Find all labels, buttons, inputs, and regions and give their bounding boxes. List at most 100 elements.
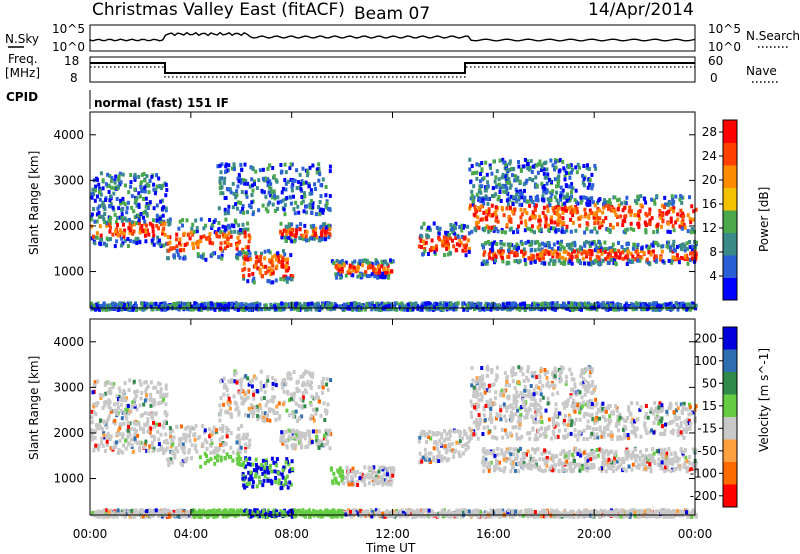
heatmap-cell (591, 183, 595, 188)
heatmap-cell (305, 238, 308, 243)
heatmap-cell (269, 193, 273, 198)
heatmap-cell (150, 434, 154, 439)
heatmap-cell (541, 185, 545, 190)
heatmap-cell (482, 245, 485, 250)
heatmap-cell (618, 251, 622, 256)
heatmap-cell (567, 418, 571, 423)
heatmap-cell (458, 438, 462, 443)
heatmap-cell (502, 404, 506, 409)
heatmap-cell (260, 463, 264, 467)
heatmap-cell (556, 183, 560, 188)
heatmap-cell (538, 257, 542, 262)
heatmap-cell (573, 421, 576, 426)
colorbar-segment (723, 277, 737, 301)
heatmap-cell (651, 243, 655, 248)
heatmap-cell (251, 484, 255, 489)
heatmap-cell (164, 448, 168, 453)
heatmap-cell (240, 250, 243, 255)
colorbar-segment (723, 165, 737, 188)
heatmap-cell (629, 221, 633, 226)
heatmap-cell (126, 237, 130, 241)
heatmap-cell (167, 463, 171, 467)
heatmap-cell (269, 260, 273, 265)
heatmap-cell (537, 247, 541, 252)
heatmap-cell (478, 163, 482, 168)
heatmap-cell (300, 179, 304, 184)
heatmap-cell (566, 423, 570, 428)
heatmap-cell (692, 209, 696, 214)
heatmap-cell (512, 246, 516, 251)
heatmap-cell (239, 228, 242, 232)
heatmap-cell (266, 469, 270, 474)
heatmap-cell (546, 302, 550, 307)
heatmap-cell (295, 228, 299, 232)
heatmap-cell (414, 301, 418, 306)
y-tick-label: 2000 (53, 219, 84, 233)
heatmap-cell (688, 307, 692, 312)
heatmap-cell (496, 249, 500, 254)
heatmap-cell (355, 480, 359, 485)
heatmap-cell (653, 240, 657, 245)
heatmap-cell (533, 203, 537, 208)
heatmap-cell (133, 177, 137, 182)
heatmap-cell (688, 195, 691, 200)
heatmap-cell (588, 248, 592, 253)
heatmap-cell (556, 159, 560, 163)
heatmap-cell (307, 440, 311, 445)
heatmap-cell (284, 239, 288, 243)
heatmap-cell (540, 165, 544, 170)
heatmap-cell (184, 436, 188, 441)
heatmap-cell (213, 455, 217, 460)
power-x-axis (89, 112, 696, 308)
heatmap-cell (575, 206, 579, 211)
heatmap-cell (550, 247, 554, 251)
heatmap-cell (493, 240, 497, 245)
heatmap-cell (221, 191, 225, 196)
heatmap-cell (222, 230, 226, 234)
heatmap-cell (145, 202, 149, 206)
heatmap-cell (101, 178, 105, 183)
heatmap-cell (351, 469, 355, 474)
heatmap-cell (161, 447, 165, 452)
heatmap-cell (575, 170, 579, 175)
heatmap-cell (302, 181, 306, 186)
heatmap-cell (613, 195, 617, 200)
heatmap-cell (504, 230, 507, 235)
heatmap-cell (201, 443, 205, 448)
heatmap-cell (432, 245, 436, 250)
heatmap-cell (172, 253, 176, 258)
heatmap-cell (241, 227, 245, 232)
heatmap-cell (132, 239, 136, 244)
heatmap-cell (395, 307, 399, 312)
heatmap-cell (133, 187, 137, 192)
heatmap-cell (363, 465, 367, 470)
heatmap-cell (144, 196, 148, 201)
heatmap-cell (328, 207, 332, 212)
heatmap-cell (377, 264, 381, 269)
heatmap-cell (671, 197, 675, 202)
heatmap-cell (463, 429, 467, 434)
heatmap-cell (94, 430, 98, 435)
heatmap-cell (235, 189, 239, 194)
heatmap-cell (649, 252, 653, 257)
heatmap-cell (539, 307, 543, 312)
heatmap-cell (373, 274, 377, 279)
heatmap-cell (107, 190, 111, 194)
heatmap-cell (105, 425, 109, 430)
heatmap-cell (590, 252, 594, 257)
heatmap-cell (580, 251, 584, 256)
heatmap-cell (494, 218, 498, 223)
heatmap-cell (686, 229, 690, 234)
heatmap-cell (567, 163, 571, 168)
heatmap-cell (250, 200, 254, 205)
heatmap-cell (132, 229, 136, 234)
heatmap-cell (113, 421, 117, 426)
heatmap-cell (340, 473, 344, 478)
heatmap-cell (542, 161, 546, 166)
heatmap-cell (120, 236, 124, 241)
heatmap-cell (137, 204, 141, 209)
heatmap-cell (533, 437, 537, 442)
heatmap-cell (202, 430, 206, 435)
heatmap-cell (326, 428, 330, 433)
